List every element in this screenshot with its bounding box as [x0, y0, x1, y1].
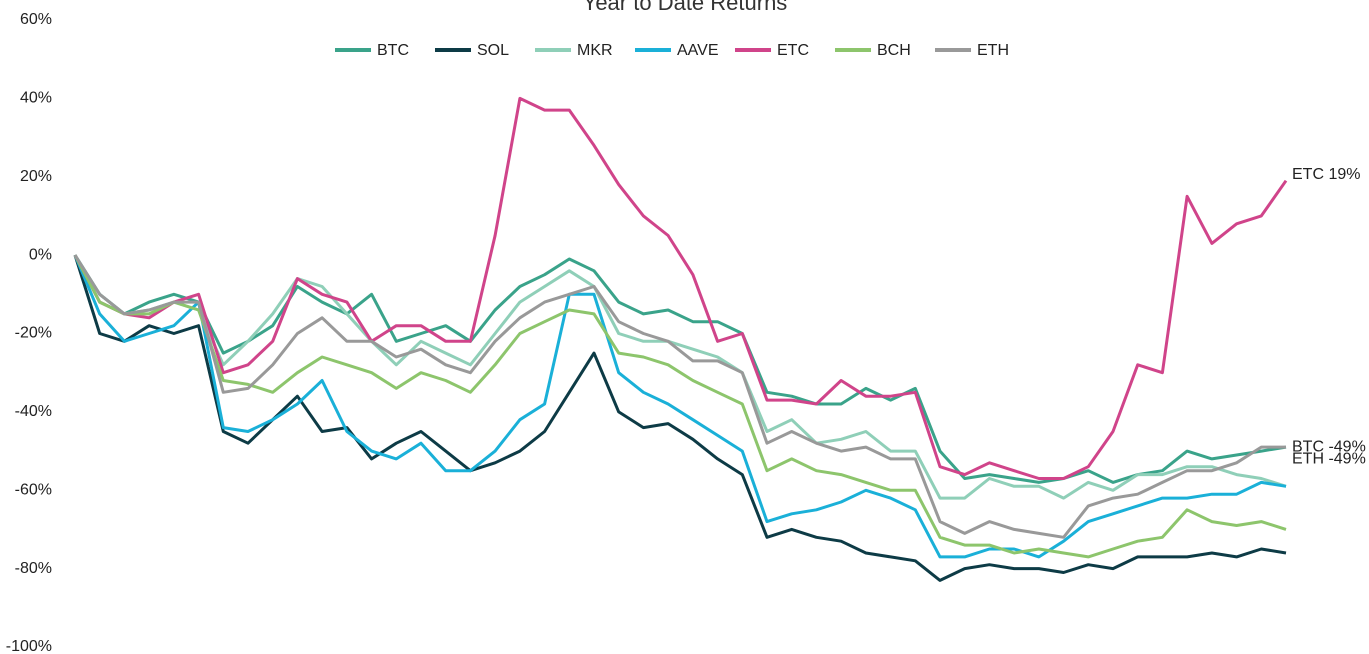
y-tick-label: 60%	[20, 11, 52, 28]
series-line	[73, 254, 1287, 500]
series-line	[73, 96, 1288, 480]
end-label: BTC -49%	[1292, 438, 1366, 455]
y-tick-label: 0%	[29, 246, 52, 263]
legend-label: AAVE	[677, 42, 719, 59]
series-line	[73, 254, 1286, 539]
y-tick-label: -60%	[15, 481, 52, 498]
series-line	[73, 254, 1287, 559]
y-tick-label: -100%	[6, 638, 52, 654]
legend-label: SOL	[477, 42, 509, 59]
legend-label: BTC	[377, 42, 409, 59]
series-line	[73, 254, 1287, 559]
y-tick-label: 20%	[20, 168, 52, 185]
legend-label: BCH	[877, 42, 911, 59]
end-label: ETC 19%	[1292, 166, 1360, 183]
series-line	[73, 254, 1287, 484]
end-label: ETH -49%	[1292, 450, 1366, 467]
legend-label: ETH	[977, 42, 1009, 59]
legend-label: ETC	[777, 42, 809, 59]
chart-title: Year to Date Returns	[583, 0, 788, 15]
y-tick-label: -40%	[15, 403, 52, 420]
y-tick-label: -20%	[15, 325, 52, 342]
series-line	[73, 254, 1287, 582]
y-tick-label: 40%	[20, 90, 52, 107]
y-tick-label: -80%	[15, 560, 52, 577]
legend-label: MKR	[577, 42, 613, 59]
